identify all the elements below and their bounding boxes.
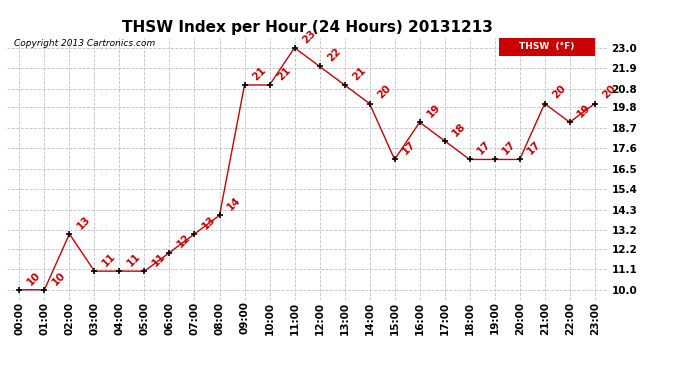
Text: 21: 21	[250, 65, 268, 82]
Text: 13: 13	[75, 214, 92, 231]
Text: 21: 21	[350, 65, 368, 82]
Text: 11: 11	[125, 251, 142, 268]
Text: 10: 10	[25, 270, 42, 287]
Text: 14: 14	[225, 195, 242, 213]
Text: 21: 21	[275, 65, 293, 82]
Text: 17: 17	[500, 139, 518, 157]
Text: 17: 17	[400, 139, 417, 157]
Text: 22: 22	[325, 46, 342, 64]
Text: 11: 11	[150, 251, 168, 268]
Text: 20: 20	[600, 84, 618, 101]
Text: 19: 19	[575, 102, 593, 119]
Text: 20: 20	[550, 84, 568, 101]
Text: 11: 11	[100, 251, 117, 268]
Text: 10: 10	[50, 270, 68, 287]
Text: 12: 12	[175, 232, 193, 250]
Text: 18: 18	[450, 121, 468, 138]
Text: 20: 20	[375, 84, 393, 101]
Text: 17: 17	[525, 139, 542, 157]
Text: Copyright 2013 Cartronics.com: Copyright 2013 Cartronics.com	[14, 39, 155, 48]
Text: 17: 17	[475, 139, 493, 157]
Text: 13: 13	[200, 214, 217, 231]
Text: 19: 19	[425, 102, 442, 119]
Title: THSW Index per Hour (24 Hours) 20131213: THSW Index per Hour (24 Hours) 20131213	[121, 20, 493, 35]
Text: 23: 23	[300, 28, 317, 45]
